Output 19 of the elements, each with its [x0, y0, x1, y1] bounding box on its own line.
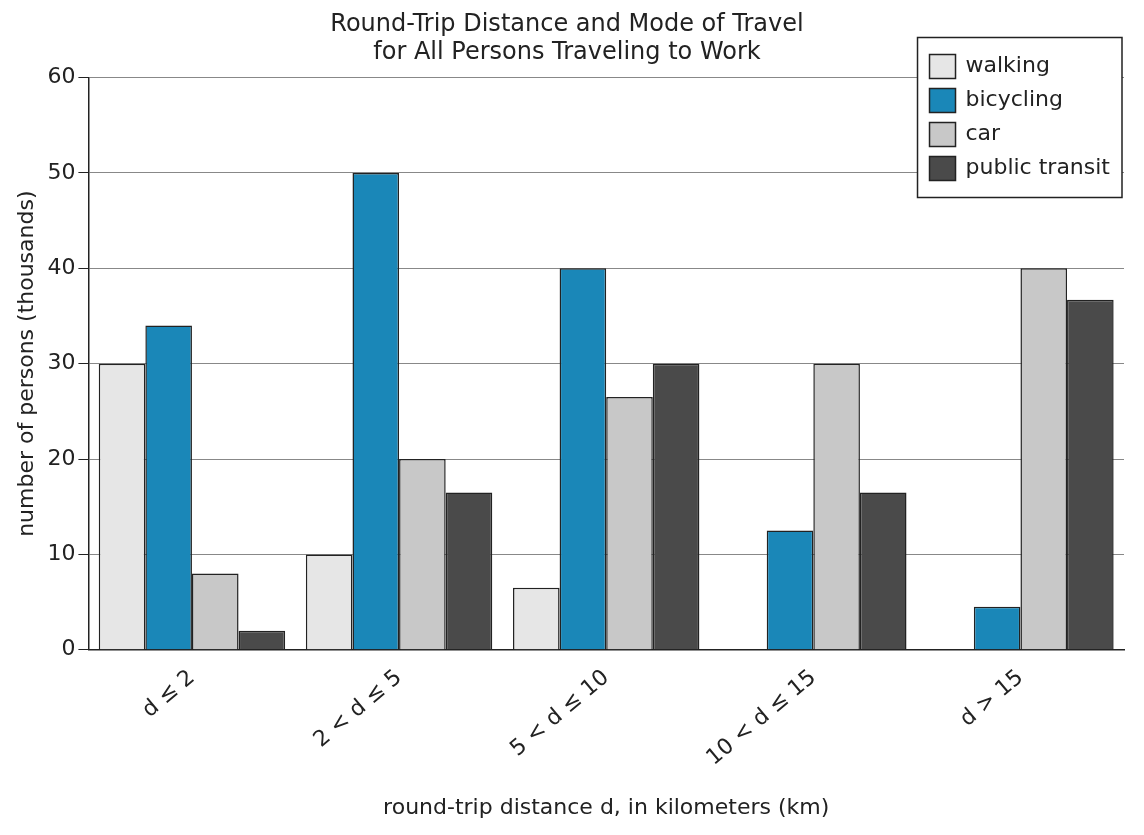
legend-label: public transit	[965, 154, 1111, 180]
x-tick-label: 2 < d ≤ 5	[308, 663, 406, 752]
chart-title: Round-Trip Distance and Mode of Travel for All Persons Traveling to Work	[330, 8, 804, 66]
y-axis-title: number of persons (thousands)	[12, 190, 38, 537]
x-tick-label: 10 < d ≤ 15	[700, 663, 821, 770]
x-tick-label: d ≤ 2	[136, 663, 199, 722]
y-tick-label: 50	[47, 158, 76, 184]
legend-label: walking	[965, 52, 1050, 78]
y-tick-label: 40	[47, 254, 76, 280]
y-tick-label: 10	[47, 540, 76, 566]
legend-label: car	[965, 120, 1002, 146]
x-axis-title: round-trip distance d, in kilometers (km)	[383, 793, 830, 819]
x-tick-label: d > 15	[954, 663, 1028, 731]
y-tick-label: 60	[47, 63, 76, 89]
legend-label: bicycling	[965, 86, 1063, 112]
y-tick-label: 20	[47, 444, 76, 470]
y-tick-label: 0	[61, 635, 76, 661]
x-tick-label: 5 < d ≤ 10	[504, 663, 614, 761]
y-tick-label: 30	[47, 349, 76, 375]
